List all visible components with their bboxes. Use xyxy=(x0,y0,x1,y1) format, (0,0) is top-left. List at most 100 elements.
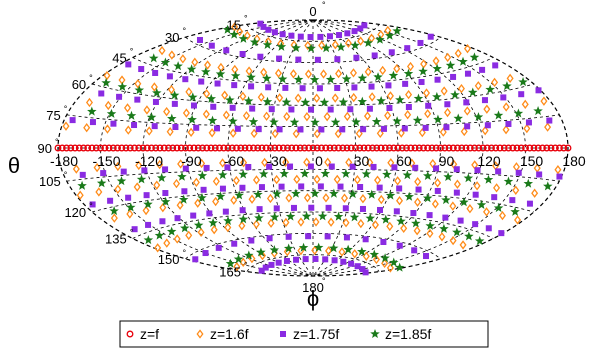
x-axis-label: ϕ xyxy=(307,286,319,311)
data-point xyxy=(197,227,205,238)
data-point xyxy=(222,208,229,215)
data-point xyxy=(282,84,289,91)
data-point xyxy=(110,213,118,223)
data-point xyxy=(156,172,167,182)
data-point xyxy=(104,100,112,111)
data-point xyxy=(188,92,198,102)
phi-tick-label: -60 xyxy=(224,153,244,169)
data-point xyxy=(540,96,548,106)
data-point xyxy=(322,193,330,203)
data-point xyxy=(412,164,419,171)
data-point xyxy=(407,144,415,152)
legend: z=f z=1.6f z=1.75f z=1.85f xyxy=(119,320,489,348)
data-point xyxy=(206,210,213,217)
data-point xyxy=(256,206,263,213)
data-point xyxy=(457,217,464,224)
data-point xyxy=(349,212,360,222)
data-point xyxy=(353,175,361,185)
data-point xyxy=(364,67,372,77)
data-point xyxy=(214,125,221,132)
data-point xyxy=(325,204,332,211)
data-point xyxy=(299,85,306,92)
data-point xyxy=(229,29,239,39)
data-point xyxy=(258,169,269,179)
data-point xyxy=(239,50,246,57)
data-point xyxy=(300,97,311,107)
data-point xyxy=(305,233,312,240)
data-point xyxy=(93,162,101,173)
data-point xyxy=(228,116,238,126)
data-point xyxy=(303,157,311,167)
data-point xyxy=(269,212,280,222)
data-point xyxy=(437,144,444,152)
degree-symbol: ° xyxy=(130,46,134,56)
data-point xyxy=(345,157,353,168)
data-point xyxy=(285,233,292,240)
data-point xyxy=(199,144,206,152)
data-point xyxy=(182,144,189,152)
data-point xyxy=(434,76,441,83)
data-point xyxy=(505,144,512,152)
data-point xyxy=(352,144,359,152)
data-point xyxy=(432,144,440,152)
data-point xyxy=(309,144,317,152)
data-point xyxy=(415,144,423,152)
data-point xyxy=(392,26,402,36)
data-point xyxy=(89,119,96,126)
data-point xyxy=(262,73,272,83)
data-point xyxy=(143,192,150,199)
data-point xyxy=(229,104,236,111)
data-point xyxy=(230,195,238,205)
data-point xyxy=(266,163,273,170)
data-point xyxy=(344,38,352,48)
data-point xyxy=(547,144,555,152)
data-point xyxy=(275,259,282,266)
data-point xyxy=(373,72,383,82)
data-point xyxy=(154,230,165,240)
data-point xyxy=(323,111,331,122)
data-point xyxy=(142,205,150,216)
data-point xyxy=(348,260,355,267)
data-point xyxy=(293,256,300,263)
data-point xyxy=(308,106,315,113)
data-point xyxy=(260,67,268,77)
data-point xyxy=(441,144,449,152)
legend-marker xyxy=(126,330,134,338)
data-point xyxy=(525,119,532,126)
data-point xyxy=(351,249,359,259)
data-point xyxy=(320,168,331,178)
data-point xyxy=(151,123,158,130)
data-point xyxy=(329,188,339,198)
data-point xyxy=(326,144,334,152)
data-point xyxy=(368,83,375,90)
data-point xyxy=(252,175,261,185)
data-point xyxy=(133,182,141,192)
data-point xyxy=(258,267,265,274)
data-point xyxy=(114,161,122,172)
data-point xyxy=(374,175,382,185)
data-point xyxy=(551,144,559,152)
data-point xyxy=(143,144,151,152)
data-point xyxy=(361,169,372,179)
data-point xyxy=(395,94,405,104)
data-point xyxy=(217,170,228,180)
data-point xyxy=(139,144,147,152)
data-point xyxy=(334,84,341,91)
data-point xyxy=(208,128,216,138)
data-point xyxy=(388,49,395,56)
data-point xyxy=(328,243,339,253)
data-point xyxy=(459,197,469,207)
data-point xyxy=(156,144,164,152)
data-point xyxy=(369,144,376,152)
data-point xyxy=(411,247,418,254)
data-point xyxy=(394,262,405,272)
data-point xyxy=(518,91,525,98)
data-point xyxy=(439,127,447,137)
data-point xyxy=(517,144,525,152)
data-point xyxy=(464,70,471,77)
data-point xyxy=(243,30,251,41)
data-point xyxy=(152,88,162,98)
degree-symbol: ° xyxy=(130,228,134,238)
data-point xyxy=(362,236,369,243)
data-point xyxy=(309,74,320,84)
